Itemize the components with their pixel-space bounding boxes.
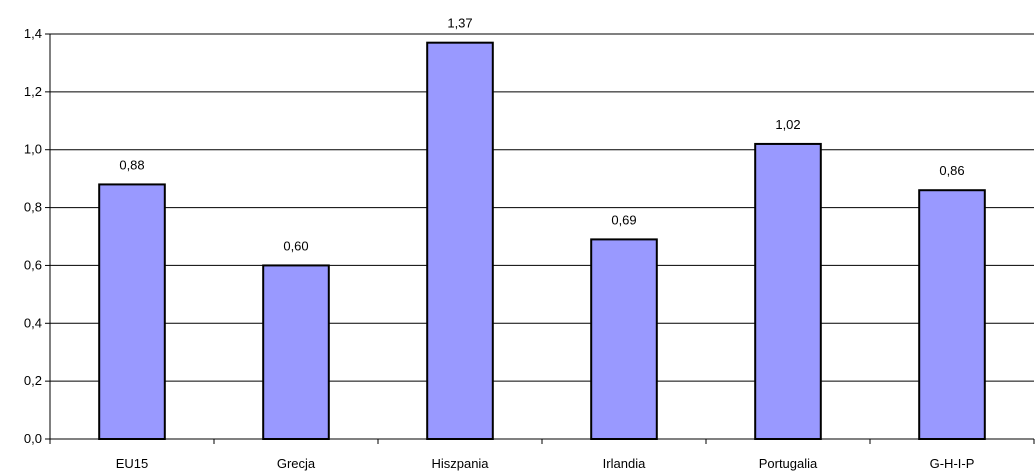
y-tick-label: 1,4: [24, 26, 42, 41]
bar-g-h-i-p: [918, 189, 986, 440]
y-tick-label: 0,2: [24, 373, 42, 388]
bar-hiszpania: [426, 41, 494, 441]
data-label: 1,37: [447, 16, 472, 31]
data-label: 0,88: [119, 157, 144, 172]
x-category-label: Irlandia: [603, 456, 646, 471]
x-category-label: Portugalia: [759, 456, 818, 471]
y-tick-label: 1,0: [24, 142, 42, 157]
x-category-label: Grecja: [277, 456, 316, 471]
data-label: 0,69: [611, 212, 636, 227]
y-tick-label: 0,4: [24, 315, 42, 330]
bar-portugalia: [754, 142, 822, 441]
data-label: 0,60: [283, 238, 308, 253]
y-tick-label: 1,2: [24, 84, 42, 99]
bar-grecja: [262, 264, 330, 440]
x-category-label: G-H-I-P: [930, 456, 975, 471]
bar-eu15: [98, 183, 166, 440]
data-label: 0,86: [939, 163, 964, 178]
y-tick-label: 0,6: [24, 257, 42, 272]
x-category-label: Hiszpania: [431, 456, 489, 471]
x-category-label: EU15: [116, 456, 149, 471]
data-label: 1,02: [775, 117, 800, 132]
bar-irlandia: [590, 238, 658, 440]
y-tick-label: 0,0: [24, 431, 42, 446]
y-tick-label: 0,8: [24, 200, 42, 215]
